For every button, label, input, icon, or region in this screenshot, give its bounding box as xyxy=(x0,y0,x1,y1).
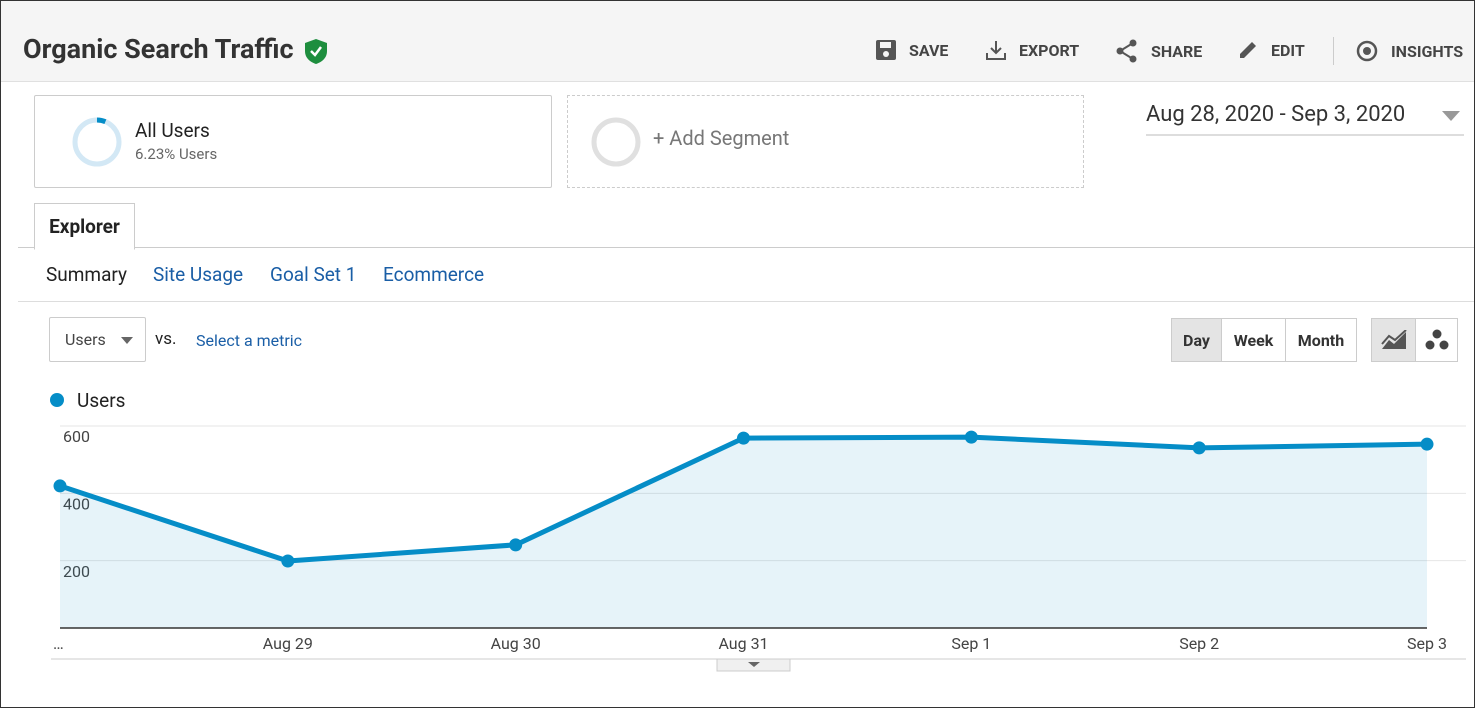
area xyxy=(60,437,1427,628)
x-tick-label: … xyxy=(53,634,64,653)
date-range[interactable]: Aug 28, 2020 - Sep 3, 2020 xyxy=(1146,102,1464,136)
action-label: INSIGHTS xyxy=(1391,41,1464,61)
point xyxy=(509,538,523,552)
motion-chart-toggle[interactable] xyxy=(1415,318,1458,362)
action-label: SAVE xyxy=(909,40,949,60)
segment-donut xyxy=(72,117,122,167)
segment-card[interactable] xyxy=(34,95,552,188)
add-segment-label[interactable]: + Add Segment xyxy=(653,126,790,150)
metric-label: Users xyxy=(65,330,106,349)
segment-name: All Users xyxy=(135,119,210,142)
x-tick-label: Aug 30 xyxy=(491,634,541,653)
legend-swatch xyxy=(50,393,64,407)
point xyxy=(53,479,67,493)
x-tick-label: Aug 31 xyxy=(718,634,768,653)
metric-dropdown[interactable]: Users xyxy=(49,317,146,362)
save-button[interactable]: SAVE xyxy=(875,39,948,61)
select-metric[interactable]: Select a metric xyxy=(196,331,303,350)
y-tick-label: 600 xyxy=(63,427,90,446)
export-button[interactable]: EXPORT xyxy=(985,39,1079,61)
add-segment-icon xyxy=(591,117,641,167)
share-button[interactable]: SHARE xyxy=(1115,39,1202,63)
subtab[interactable]: Ecommerce xyxy=(383,263,485,286)
x-tick-label: Sep 3 xyxy=(1407,634,1447,653)
point xyxy=(281,554,295,568)
action-label: SHARE xyxy=(1151,41,1203,61)
action-label: EXPORT xyxy=(1019,40,1080,60)
subtab[interactable]: Summary xyxy=(46,263,128,286)
period-button[interactable]: Month xyxy=(1285,318,1357,362)
x-tick-label: Aug 29 xyxy=(263,634,313,653)
period-button[interactable]: Day xyxy=(1171,318,1222,362)
subtab[interactable]: Site Usage xyxy=(153,263,244,286)
x-tick-label: Sep 2 xyxy=(1179,634,1219,653)
tab[interactable]: Explorer xyxy=(34,203,135,250)
report-title: Organic Search Traffic xyxy=(23,33,294,65)
add-segment-card[interactable] xyxy=(567,95,1084,188)
y-tick-label: 200 xyxy=(63,562,90,581)
vs-label: vs. xyxy=(155,329,177,349)
edit-button[interactable]: EDIT xyxy=(1237,39,1305,61)
legend-label: Users xyxy=(77,389,126,412)
y-tick-label: 400 xyxy=(63,495,90,514)
divider xyxy=(1333,37,1334,65)
action-label: EDIT xyxy=(1271,40,1305,60)
subtab-rule xyxy=(18,301,1474,302)
x-tick-label: Sep 1 xyxy=(951,634,991,653)
point xyxy=(737,431,750,445)
point xyxy=(964,430,978,444)
point xyxy=(1420,437,1434,451)
date-range-label: Aug 28, 2020 - Sep 3, 2020 xyxy=(1146,102,1406,127)
point xyxy=(1192,441,1206,455)
subtab[interactable]: Goal Set 1 xyxy=(270,263,357,286)
period-button[interactable]: Week xyxy=(1221,318,1286,362)
range-handle-arrow xyxy=(748,662,760,667)
insights-button[interactable]: INSIGHTS xyxy=(1355,39,1463,63)
verified-icon xyxy=(305,39,327,64)
header xyxy=(1,1,1474,82)
segment-detail: 6.23% Users xyxy=(135,145,218,163)
tab-rule xyxy=(18,247,1474,248)
